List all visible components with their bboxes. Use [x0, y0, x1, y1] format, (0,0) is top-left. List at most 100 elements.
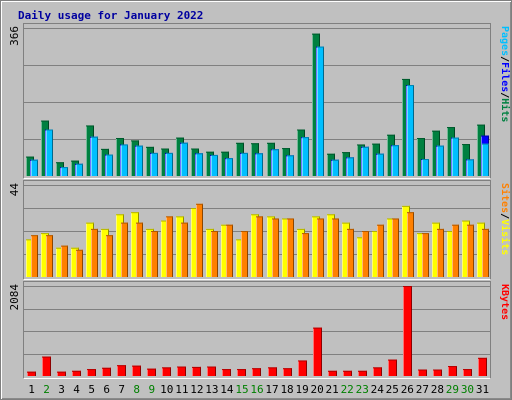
legend-entry: Files	[499, 62, 511, 92]
kbytes-bar-19	[298, 360, 307, 376]
pages-bar-16	[256, 153, 263, 176]
kbytes-bar-13	[207, 366, 216, 376]
sites-bar-14	[226, 224, 233, 277]
visits-bar-24	[372, 231, 380, 277]
x-tick-label-3: 3	[58, 383, 65, 396]
visits-bar-1	[26, 239, 34, 277]
pages-bar-13	[211, 154, 218, 176]
x-tick-label-14: 14	[220, 383, 234, 396]
visits-bar-8	[131, 212, 139, 277]
sites-bar-26	[407, 212, 414, 277]
sites-bar-27	[422, 233, 429, 277]
visits-bar-6	[101, 228, 109, 277]
x-tick-label-2: 2	[43, 383, 50, 396]
visits-bar-13	[206, 228, 214, 277]
x-tick-label-20: 20	[311, 383, 324, 396]
x-tick-label-27: 27	[416, 383, 429, 396]
x-tick-label-6: 6	[103, 383, 110, 396]
sites-bar-3	[61, 245, 68, 277]
x-tick-label-10: 10	[160, 383, 173, 396]
sites-bar-28	[437, 228, 444, 277]
sites-bar-12	[196, 203, 203, 277]
legend-entry: KBytes	[499, 284, 510, 320]
kbytes-bar-6	[102, 367, 111, 376]
x-tick-label-31: 31	[476, 383, 489, 396]
kbytes-bar-15	[237, 369, 246, 376]
panel-2-legend: Sites/Visits	[499, 183, 511, 255]
kbytes-bar-27	[418, 369, 427, 376]
visits-bar-5	[86, 222, 94, 277]
pages-bar-28	[437, 145, 444, 176]
sites-bar-30	[467, 224, 474, 277]
kbytes-bar-1	[27, 371, 36, 376]
pages-bar-6	[106, 154, 113, 176]
x-tick-label-18: 18	[280, 383, 293, 396]
sites-bar-16	[256, 216, 263, 277]
x-tick-label-11: 11	[175, 383, 188, 396]
kbytes-bar-14	[222, 369, 231, 376]
visits-bar-7	[116, 214, 124, 277]
kbytes-bar-9	[147, 368, 156, 376]
sites-bar-2	[46, 235, 53, 277]
x-tick-label-4: 4	[73, 383, 80, 396]
pages-bar-4	[76, 163, 83, 176]
x-tick-label-26: 26	[401, 383, 414, 396]
sites-bar-10	[166, 216, 173, 277]
visits-bar-18	[282, 218, 290, 277]
sites-bar-8	[136, 222, 143, 277]
pages-bar-15	[241, 152, 248, 176]
pages-bar-30	[467, 159, 474, 176]
panel-3-legend: KBytes	[499, 284, 510, 320]
sites-bar-11	[181, 222, 188, 277]
pages-bar-14	[226, 158, 233, 176]
sites-bar-9	[151, 231, 158, 277]
sites-bar-19	[302, 233, 309, 277]
x-tick-label-30: 30	[461, 383, 474, 396]
kbytes-bar-12	[192, 366, 201, 376]
pages-bar-21	[332, 159, 339, 176]
pages-bar-12	[196, 153, 203, 176]
x-tick-label-28: 28	[431, 383, 444, 396]
legend-entry: Visits	[499, 219, 511, 255]
sites-bar-18	[287, 218, 294, 277]
x-tick-label-1: 1	[28, 383, 35, 396]
pages-bar-7	[121, 144, 128, 176]
pages-bar-27	[422, 159, 429, 176]
panel-3-frame	[23, 281, 491, 379]
pages-bar-11	[181, 142, 188, 176]
visits-bar-2	[41, 233, 49, 277]
x-tick-label-8: 8	[133, 383, 140, 396]
x-tick-label-15: 15	[235, 383, 248, 396]
kbytes-bar-7	[117, 365, 126, 376]
sites-bar-31	[482, 228, 489, 277]
visits-bar-19	[297, 228, 305, 277]
visits-bar-15	[236, 239, 244, 277]
visits-bar-9	[146, 228, 154, 277]
panel-1-ymax-label: 366	[8, 26, 21, 46]
sites-bar-7	[121, 222, 128, 277]
kbytes-bar-31	[478, 357, 487, 376]
pages-bar-26	[407, 85, 414, 176]
kbytes-bar-25	[388, 359, 397, 376]
visits-bar-17	[267, 216, 275, 277]
visits-bar-21	[327, 214, 335, 277]
pages-bar-1	[31, 159, 38, 176]
x-tick-label-21: 21	[326, 383, 339, 396]
visits-bar-20	[312, 216, 320, 277]
x-tick-label-13: 13	[205, 383, 218, 396]
kbytes-bar-24	[373, 367, 382, 376]
panel-1-legend: Pages/Files/Hits	[499, 26, 511, 122]
hits-bar-27	[417, 137, 425, 176]
kbytes-bar-3	[57, 371, 66, 376]
pages-bar-20	[317, 46, 324, 177]
kbytes-bar-20	[313, 327, 322, 376]
pages-bar-23	[362, 146, 369, 176]
visits-bar-25	[387, 218, 395, 277]
sites-bar-17	[272, 218, 279, 277]
pages-bar-29	[452, 137, 459, 176]
legend-entry: Sites	[499, 183, 511, 213]
panel-3-ymax-label: 2084	[8, 284, 21, 311]
x-tick-label-22: 22	[341, 383, 354, 396]
